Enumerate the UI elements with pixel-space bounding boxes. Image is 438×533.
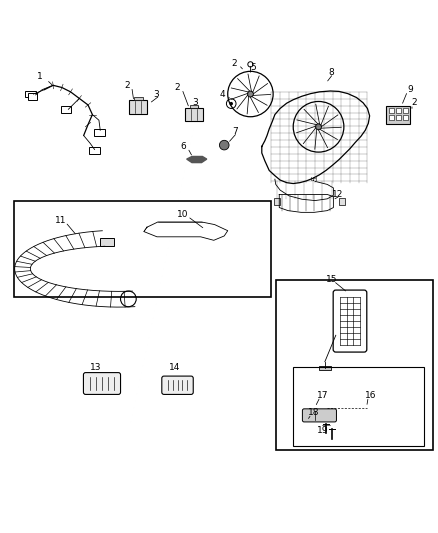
Bar <box>293 367 424 446</box>
Bar <box>319 366 332 370</box>
Bar <box>25 91 35 97</box>
Bar <box>389 108 394 113</box>
Text: 2: 2 <box>231 59 237 68</box>
Text: 4: 4 <box>220 90 225 99</box>
Bar <box>274 198 280 205</box>
Bar <box>129 100 148 114</box>
Text: 2: 2 <box>175 83 180 92</box>
Bar <box>89 147 100 154</box>
Bar <box>185 108 203 121</box>
Text: 16: 16 <box>365 391 377 400</box>
Bar <box>396 116 401 120</box>
Text: 3: 3 <box>153 90 159 99</box>
Bar <box>386 106 410 124</box>
Text: 19: 19 <box>317 426 328 435</box>
Text: 17: 17 <box>317 391 328 400</box>
Text: 6: 6 <box>180 142 186 151</box>
Bar <box>396 108 401 113</box>
Text: 2: 2 <box>124 81 130 90</box>
Bar <box>61 106 71 113</box>
Bar <box>403 116 408 120</box>
Bar <box>100 238 114 246</box>
Text: 1: 1 <box>37 72 43 81</box>
Text: 10: 10 <box>177 211 189 220</box>
Text: 12: 12 <box>332 190 343 199</box>
FancyBboxPatch shape <box>162 376 193 394</box>
Circle shape <box>230 102 233 106</box>
Circle shape <box>315 124 321 130</box>
Circle shape <box>247 91 254 97</box>
Text: 5: 5 <box>250 63 256 72</box>
Text: 3: 3 <box>192 98 198 107</box>
Text: 9: 9 <box>407 85 413 94</box>
FancyBboxPatch shape <box>302 409 336 422</box>
FancyBboxPatch shape <box>333 290 367 352</box>
Text: 13: 13 <box>90 364 102 372</box>
Bar <box>14 201 272 297</box>
Text: 11: 11 <box>55 216 67 225</box>
Text: 8: 8 <box>329 68 335 77</box>
Bar <box>134 98 143 100</box>
FancyBboxPatch shape <box>83 373 120 394</box>
Text: 18: 18 <box>308 408 320 417</box>
Bar <box>28 93 37 100</box>
Circle shape <box>219 140 229 150</box>
Bar <box>94 128 106 135</box>
Bar <box>276 280 433 450</box>
Text: 14: 14 <box>169 364 180 372</box>
Text: LH: LH <box>311 176 318 182</box>
Text: 2: 2 <box>412 98 417 107</box>
Bar <box>403 108 408 113</box>
Bar <box>190 106 198 108</box>
Bar <box>389 116 394 120</box>
Bar <box>339 198 345 205</box>
Text: 7: 7 <box>233 127 238 136</box>
Polygon shape <box>187 157 207 163</box>
Text: 15: 15 <box>326 275 337 284</box>
